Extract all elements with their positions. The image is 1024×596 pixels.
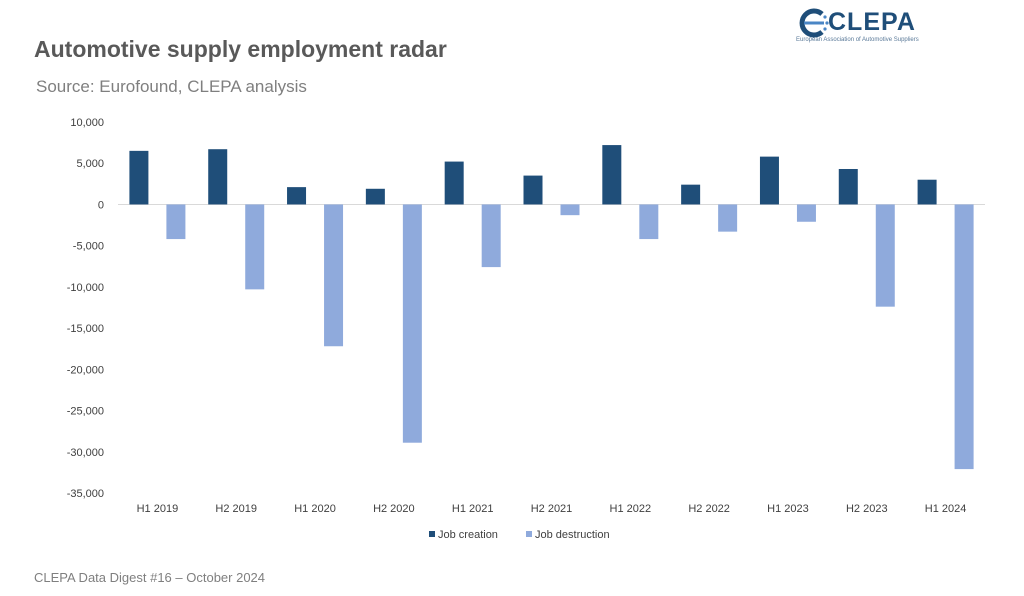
bar-job-creation — [365, 188, 385, 205]
legend-label: Job destruction — [535, 529, 610, 541]
chart-subtitle: Source: Eurofound, CLEPA analysis — [36, 77, 307, 96]
x-tick-label: H1 2024 — [925, 503, 967, 515]
x-tick-label: H1 2019 — [137, 503, 179, 515]
logo-wordmark: CLEPA — [828, 8, 916, 36]
x-tick-label: H1 2023 — [767, 503, 809, 515]
chart-title: Automotive supply employment radar — [34, 36, 447, 62]
y-tick-label: -30,000 — [67, 447, 104, 459]
x-tick-label: H2 2019 — [215, 503, 257, 515]
bar-job-creation — [759, 156, 779, 205]
y-tick-label: -15,000 — [67, 323, 104, 335]
bar-job-creation — [838, 168, 858, 205]
bar-job-destruction — [402, 204, 422, 443]
legend-label: Job creation — [438, 529, 498, 541]
bar-job-creation — [129, 150, 149, 205]
y-tick-label: -10,000 — [67, 282, 104, 294]
clepa-logo-mark — [799, 8, 829, 38]
bar-job-destruction — [639, 204, 659, 240]
legend-swatch-job-creation — [429, 531, 435, 537]
bar-job-destruction — [954, 204, 974, 470]
x-tick-label: H1 2022 — [610, 503, 652, 515]
bar-job-creation — [208, 149, 228, 205]
clepa-logo: CLEPA European Association of Automotive… — [794, 6, 954, 50]
bar-job-destruction — [324, 204, 344, 347]
bar-job-creation — [602, 145, 622, 205]
x-tick-label: H1 2020 — [294, 503, 336, 515]
y-tick-label: 10,000 — [70, 117, 104, 129]
logo-tagline: European Association of Automotive Suppl… — [796, 37, 919, 43]
x-tick-label: H2 2020 — [373, 503, 415, 515]
x-tick-label: H2 2023 — [846, 503, 888, 515]
bar-job-creation — [917, 179, 937, 205]
bar-job-destruction — [796, 204, 816, 222]
bar-job-creation — [523, 175, 543, 205]
footer-note: CLEPA Data Digest #16 – October 2024 — [34, 570, 266, 585]
bar-job-destruction — [718, 204, 738, 232]
bar-chart: 10,000 5,000 0 -5,000 -10,000 -15,000 -20,000 -… — [67, 117, 985, 541]
legend-swatch-job-destruction — [526, 531, 532, 537]
bar-job-destruction — [875, 204, 895, 307]
bar-job-creation — [444, 161, 464, 205]
bar-job-destruction — [245, 204, 265, 290]
y-tick-label: -25,000 — [67, 406, 104, 418]
bar-job-destruction — [166, 204, 186, 240]
y-tick-label: -20,000 — [67, 364, 104, 376]
y-tick-label: -35,000 — [67, 488, 104, 500]
x-tick-label: H2 2021 — [531, 503, 573, 515]
x-tick-label: H1 2021 — [452, 503, 494, 515]
bar-job-creation — [287, 187, 307, 205]
bar-job-destruction — [481, 204, 501, 268]
y-tick-label: -5,000 — [73, 241, 104, 253]
x-tick-label: H2 2022 — [688, 503, 730, 515]
y-tick-label: 5,000 — [76, 158, 104, 170]
bar-job-creation — [681, 184, 701, 205]
bar-job-destruction — [560, 204, 580, 216]
y-tick-label: 0 — [98, 199, 104, 211]
